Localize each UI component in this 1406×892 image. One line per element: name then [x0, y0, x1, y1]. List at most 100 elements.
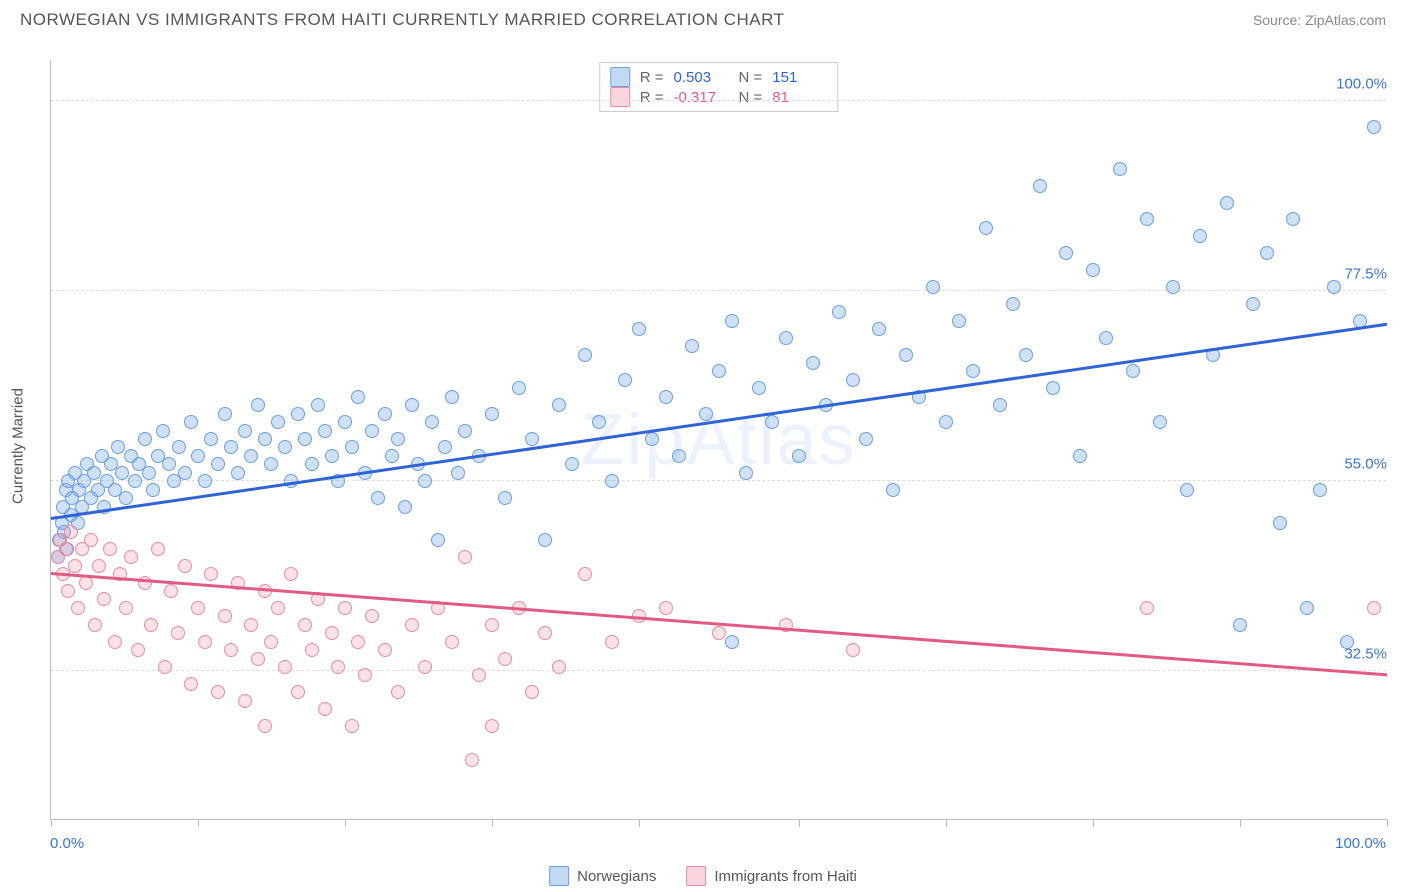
x-axis-end-label: 100.0%: [1335, 835, 1386, 852]
n-label: N =: [739, 69, 763, 86]
legend-label: Norwegians: [577, 868, 656, 885]
data-point: [685, 339, 699, 353]
data-point: [378, 643, 392, 657]
data-point: [371, 491, 385, 505]
data-point: [146, 483, 160, 497]
chart-container: NORWEGIAN VS IMMIGRANTS FROM HAITI CURRE…: [0, 0, 1406, 892]
swatch-icon: [610, 87, 630, 107]
data-point: [151, 542, 165, 556]
data-point: [465, 753, 479, 767]
swatch-icon: [686, 866, 706, 886]
data-point: [142, 466, 156, 480]
data-point: [418, 660, 432, 674]
data-point: [264, 457, 278, 471]
data-point: [71, 601, 85, 615]
data-point: [405, 618, 419, 632]
data-point: [1367, 120, 1381, 134]
data-point: [512, 381, 526, 395]
data-point: [311, 398, 325, 412]
x-tick: [345, 819, 346, 827]
data-point: [485, 618, 499, 632]
gridline: [51, 480, 1386, 481]
legend-item: Norwegians: [549, 866, 656, 886]
data-point: [325, 449, 339, 463]
n-label: N =: [739, 89, 763, 106]
data-point: [144, 618, 158, 632]
data-point: [198, 474, 212, 488]
header: NORWEGIAN VS IMMIGRANTS FROM HAITI CURRE…: [0, 0, 1406, 30]
data-point: [164, 584, 178, 598]
data-point: [1193, 229, 1207, 243]
data-point: [191, 449, 205, 463]
data-point: [92, 559, 106, 573]
data-point: [498, 491, 512, 505]
data-point: [1073, 449, 1087, 463]
data-point: [204, 432, 218, 446]
data-point: [672, 449, 686, 463]
y-tick-label: 100.0%: [1332, 76, 1391, 93]
data-point: [1233, 618, 1247, 632]
data-point: [156, 424, 170, 438]
data-point: [87, 466, 101, 480]
data-point: [1006, 297, 1020, 311]
data-point: [271, 601, 285, 615]
data-point: [211, 457, 225, 471]
data-point: [162, 457, 176, 471]
data-point: [765, 415, 779, 429]
data-point: [178, 559, 192, 573]
data-point: [659, 390, 673, 404]
x-tick: [492, 819, 493, 827]
data-point: [418, 474, 432, 488]
data-point: [1033, 179, 1047, 193]
data-point: [119, 491, 133, 505]
data-point: [425, 415, 439, 429]
data-point: [939, 415, 953, 429]
data-point: [752, 381, 766, 395]
data-point: [1340, 635, 1354, 649]
data-point: [552, 398, 566, 412]
data-point: [398, 500, 412, 514]
watermark: ZipAtlas: [580, 399, 856, 481]
x-tick: [799, 819, 800, 827]
data-point: [552, 660, 566, 674]
data-point: [244, 618, 258, 632]
data-point: [258, 719, 272, 733]
x-tick: [198, 819, 199, 827]
data-point: [1086, 263, 1100, 277]
data-point: [138, 432, 152, 446]
x-tick: [1240, 819, 1241, 827]
data-point: [218, 609, 232, 623]
data-point: [846, 373, 860, 387]
data-point: [1260, 246, 1274, 260]
data-point: [1099, 331, 1113, 345]
x-tick: [946, 819, 947, 827]
data-point: [59, 542, 73, 556]
data-point: [124, 550, 138, 564]
y-tick-label: 77.5%: [1340, 266, 1391, 283]
data-point: [358, 668, 372, 682]
swatch-icon: [549, 866, 569, 886]
data-point: [115, 466, 129, 480]
data-point: [1140, 212, 1154, 226]
data-point: [659, 601, 673, 615]
y-axis-title: Currently Married: [10, 388, 27, 504]
data-point: [592, 415, 606, 429]
data-point: [498, 652, 512, 666]
gridline: [51, 100, 1386, 101]
data-point: [204, 567, 218, 581]
correlation-legend: R = 0.503 N = 151 R = -0.317 N = 81: [599, 62, 839, 112]
data-point: [278, 440, 292, 454]
data-point: [318, 424, 332, 438]
data-point: [846, 643, 860, 657]
data-point: [79, 576, 93, 590]
data-point: [899, 348, 913, 362]
legend-label: Immigrants from Haiti: [714, 868, 857, 885]
plot-area: ZipAtlas R = 0.503 N = 151 R = -0.317 N …: [50, 60, 1386, 820]
data-point: [1273, 516, 1287, 530]
data-point: [739, 466, 753, 480]
data-point: [458, 550, 472, 564]
source-label: Source: ZipAtlas.com: [1253, 12, 1386, 28]
data-point: [779, 331, 793, 345]
data-point: [1327, 280, 1341, 294]
data-point: [605, 635, 619, 649]
